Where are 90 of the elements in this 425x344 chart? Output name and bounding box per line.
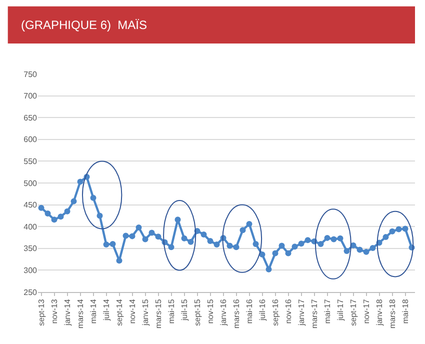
x-tick-label: mars-14 <box>76 298 85 329</box>
point <box>122 232 129 239</box>
point <box>51 216 58 223</box>
x-tick-label: nov-17 <box>362 298 371 324</box>
point <box>278 242 285 249</box>
x-tick-label: sept-17 <box>348 298 358 326</box>
chart-title: (GRAPHIQUE 6) MAÏS <box>21 18 148 32</box>
y-tick-label: 750 <box>24 70 38 79</box>
point <box>44 210 51 217</box>
point <box>181 235 188 242</box>
y-tick-label: 450 <box>24 200 38 210</box>
point <box>318 241 324 248</box>
x-tick-label: janv-15 <box>140 298 150 326</box>
point <box>344 248 350 254</box>
point <box>168 244 174 250</box>
x-tick-label: nov-15 <box>206 298 215 324</box>
y-tick-label: 500 <box>24 178 38 188</box>
point <box>64 208 70 214</box>
x-tick-label: mai-15 <box>166 298 176 324</box>
point <box>363 248 370 255</box>
y-tick-label: 300 <box>24 266 38 275</box>
point <box>396 226 402 232</box>
point <box>90 194 96 201</box>
point <box>116 258 122 264</box>
point <box>337 235 344 242</box>
point <box>285 250 292 256</box>
y-tick-label: 700 <box>24 92 38 101</box>
point <box>96 212 103 219</box>
point <box>324 234 330 241</box>
point <box>214 241 220 248</box>
x-tick-label: mars-18 <box>388 298 397 329</box>
point <box>259 252 266 258</box>
point <box>142 236 148 242</box>
x-tick-label: mars-15 <box>154 298 163 329</box>
x-tick-label: janv-14 <box>62 298 72 326</box>
point <box>200 231 207 238</box>
x-tick-label: mars-17 <box>310 298 319 329</box>
y-tick-label: 650 <box>24 113 38 122</box>
point <box>38 204 44 211</box>
x-tick-label: juil-16 <box>258 298 267 322</box>
point <box>226 242 233 249</box>
point <box>148 230 155 236</box>
point <box>136 224 142 230</box>
y-tick-label: 600 <box>24 135 38 144</box>
point <box>292 244 298 250</box>
point <box>240 227 246 234</box>
point <box>272 250 278 256</box>
point <box>110 241 116 248</box>
x-tick-label: nov-14 <box>128 298 137 324</box>
point <box>58 214 64 220</box>
point <box>370 244 376 251</box>
point <box>382 234 389 240</box>
x-tick-label: mai-14 <box>88 298 98 324</box>
point <box>155 234 162 240</box>
x-tick-label: janv-17 <box>296 298 306 326</box>
x-tick-label: nov-13 <box>50 298 59 324</box>
point <box>298 240 304 247</box>
x-tick-label: mars-16 <box>232 298 241 329</box>
point <box>252 241 259 248</box>
point <box>356 246 363 253</box>
x-tick-label: sept-14 <box>114 298 124 326</box>
point <box>188 238 194 245</box>
x-tick-label: juil-17 <box>336 298 345 322</box>
point <box>103 241 110 248</box>
x-tick-label: sept-15 <box>192 298 202 326</box>
point <box>77 178 84 185</box>
x-tick-label: janv-18 <box>374 298 384 326</box>
x-tick-label: juil-15 <box>180 298 189 322</box>
y-tick-label: 350 <box>24 244 38 254</box>
y-tick-label: 250 <box>24 288 38 297</box>
x-tick-label: mai-17 <box>322 298 332 324</box>
point <box>330 236 337 242</box>
x-tick-label: sept-13 <box>36 298 46 326</box>
point <box>402 226 408 232</box>
x-tick-label: mai-18 <box>400 298 410 324</box>
point <box>70 198 77 204</box>
y-tick-label: 400 <box>24 222 38 232</box>
point <box>233 244 240 250</box>
point <box>389 228 396 234</box>
y-tick-label: 550 <box>24 157 38 166</box>
point <box>266 266 272 272</box>
x-tick-label: nov-16 <box>284 298 293 324</box>
x-tick-label: juil-14 <box>102 298 111 322</box>
x-tick-label: janv-16 <box>218 298 228 326</box>
point <box>304 237 311 244</box>
x-tick-label: mai-16 <box>244 298 254 324</box>
x-tick-label: sept-16 <box>270 298 280 326</box>
point <box>246 220 252 227</box>
point <box>207 238 214 244</box>
point <box>129 233 136 240</box>
